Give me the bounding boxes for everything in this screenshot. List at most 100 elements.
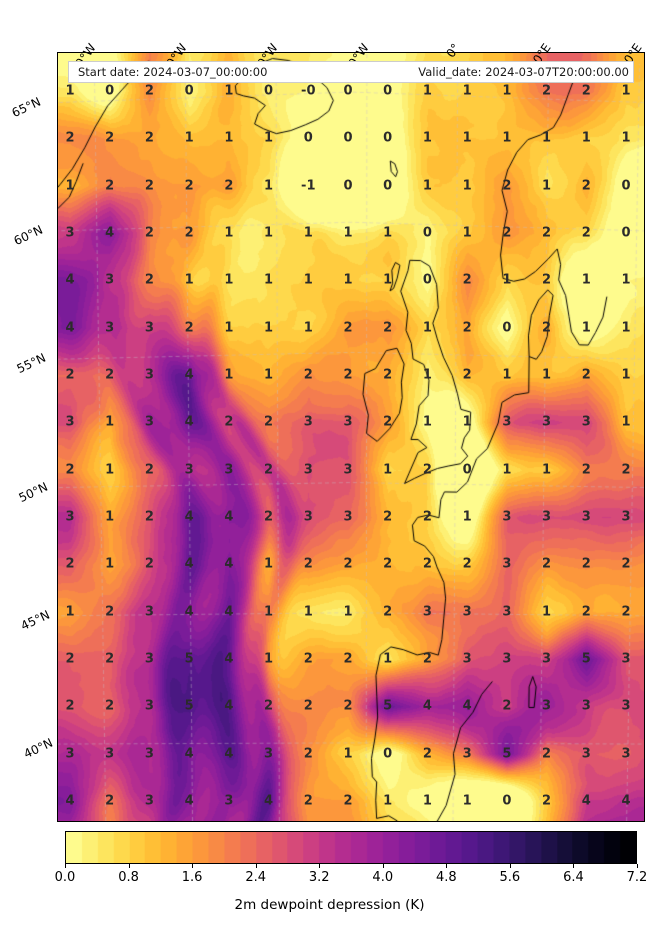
lat-tick-label: 45°N — [18, 607, 53, 633]
grid-value: 1 — [621, 367, 631, 383]
grid-value: 1 — [184, 130, 194, 146]
grid-value: 4 — [184, 746, 194, 762]
grid-value: 1 — [224, 272, 234, 288]
colorbar-tick-label: 4.0 — [372, 870, 394, 885]
grid-value: 2 — [462, 556, 472, 572]
grid-value: 1 — [542, 130, 552, 146]
grid-value: 1 — [621, 272, 631, 288]
grid-value: 4 — [65, 272, 75, 288]
grid-value: 2 — [581, 556, 591, 572]
grid-value: 2 — [542, 225, 552, 241]
grid-value: 4 — [65, 793, 75, 809]
grid-value: 2 — [184, 320, 194, 336]
grid-value: 0 — [105, 83, 115, 99]
grid-value: 2 — [422, 556, 432, 572]
grid-value: -1 — [301, 178, 316, 194]
grid-value: 2 — [581, 225, 591, 241]
grid-value: 0 — [383, 130, 393, 146]
grid-value: 2 — [462, 320, 472, 336]
grid-value: 3 — [65, 225, 75, 241]
grid-value: 3 — [144, 367, 154, 383]
grid-value: 3 — [184, 462, 194, 478]
grid-value: 1 — [343, 272, 353, 288]
lat-tick-label: 40°N — [21, 735, 55, 762]
grid-value: 3 — [621, 746, 631, 762]
grid-value: 1 — [542, 604, 552, 620]
grid-value: 1 — [621, 414, 631, 430]
grid-value: 1 — [422, 320, 432, 336]
grid-value: 2 — [383, 556, 393, 572]
grid-value: 1 — [502, 272, 512, 288]
colorbar-tick — [509, 864, 511, 868]
grid-value: 0 — [264, 83, 274, 99]
grid-value: 2 — [383, 320, 393, 336]
grid-value: 4 — [184, 793, 194, 809]
grid-value: 3 — [621, 651, 631, 667]
map-plot-area[interactable]: 1 0 2 0 1 0 -0 0 0 1 1 1 2 2 1 2 2 2 1 1 1 0 0 0 1 1 1 1 1 1 1 2 2 2 2 1 -1 0… — [57, 52, 645, 822]
grid-value: 3 — [303, 462, 313, 478]
grid-value: 3 — [542, 509, 552, 525]
grid-value: 1 — [462, 178, 472, 194]
colorbar-tick — [637, 864, 638, 868]
colorbar-tick-label: 7.2 — [626, 870, 648, 885]
grid-value: 3 — [343, 462, 353, 478]
grid-value: 1 — [105, 414, 115, 430]
grid-value: 3 — [105, 746, 115, 762]
grid-value: 2 — [581, 83, 591, 99]
grid-value: 2 — [462, 367, 472, 383]
grid-value: 2 — [144, 556, 154, 572]
grid-value: 2 — [581, 367, 591, 383]
grid-value: 1 — [105, 462, 115, 478]
grid-value: 1 — [303, 225, 313, 241]
grid-value: 0 — [343, 83, 353, 99]
grid-value: 3 — [144, 604, 154, 620]
colorbar-tick — [192, 864, 194, 868]
grid-value: 4 — [422, 698, 432, 714]
grid-value: 2 — [383, 367, 393, 383]
grid-value: 3 — [462, 746, 472, 762]
grid-value: 2 — [542, 83, 552, 99]
grid-value: 1 — [581, 272, 591, 288]
grid-value: 1 — [462, 83, 472, 99]
lat-tick-label: 60°N — [11, 222, 46, 249]
grid-value: 0 — [621, 225, 631, 241]
grid-value: 5 — [581, 651, 591, 667]
grid-value: 3 — [462, 651, 472, 667]
grid-value: 1 — [383, 793, 393, 809]
grid-value: 2 — [621, 462, 631, 478]
grid-value: 2 — [65, 556, 75, 572]
grid-value: 2 — [542, 556, 552, 572]
grid-value: 2 — [343, 367, 353, 383]
grid-value: 2 — [303, 367, 313, 383]
grid-value: 0 — [502, 320, 512, 336]
grid-value: 5 — [383, 698, 393, 714]
grid-value: 2 — [422, 651, 432, 667]
colorbar-tick-label: 2.4 — [245, 870, 266, 885]
grid-value: 2 — [422, 509, 432, 525]
grid-value: 2 — [105, 651, 115, 667]
grid-value: 4 — [462, 698, 472, 714]
grid-value: 1 — [303, 320, 313, 336]
grid-value: 1 — [65, 604, 75, 620]
grid-value: 2 — [65, 651, 75, 667]
grid-value: 3 — [542, 651, 552, 667]
colorbar-tick-label: 1.6 — [181, 870, 203, 885]
grid-value: 4 — [184, 604, 194, 620]
grid-value: 1 — [65, 178, 75, 194]
grid-value: 2 — [303, 698, 313, 714]
grid-value: 5 — [502, 746, 512, 762]
colorbar-gradient — [65, 831, 637, 864]
grid-value: 1 — [303, 604, 313, 620]
grid-value: 1 — [462, 793, 472, 809]
grid-value: 2 — [264, 462, 274, 478]
grid-value: 2 — [502, 225, 512, 241]
grid-value: 0 — [343, 130, 353, 146]
grid-value: 1 — [621, 320, 631, 336]
grid-value: 2 — [581, 604, 591, 620]
grid-value: 1 — [542, 367, 552, 383]
grid-value: 2 — [303, 746, 313, 762]
grid-value: 0 — [184, 83, 194, 99]
grid-value: 3 — [621, 698, 631, 714]
grid-value: 2 — [303, 793, 313, 809]
